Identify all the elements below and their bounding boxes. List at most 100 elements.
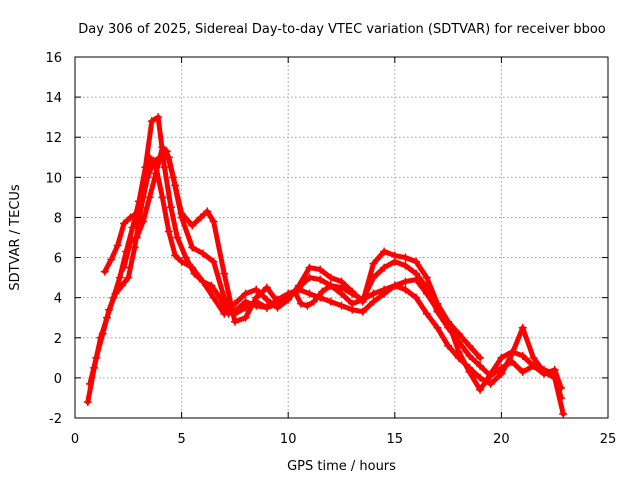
y-tick-label: 2 [54,332,62,347]
data-point [433,305,442,314]
data-point [444,341,453,350]
plot-frame [74,56,609,419]
data-point [152,169,161,178]
series-line-track-4 [121,144,483,361]
plot-area [83,113,568,418]
data-point [518,351,527,360]
data-point [177,257,186,266]
y-tick-label: 6 [54,252,62,267]
y-tick-label: 0 [54,372,62,387]
data-point [164,153,173,162]
data-point [369,289,378,298]
y-tick-label: 12 [45,131,62,146]
data-point [124,273,133,282]
data-point [401,253,410,262]
data-point [196,213,205,222]
data-point [390,251,399,260]
data-point [198,249,207,258]
data-point [220,309,229,318]
data-point [529,361,538,370]
data-point [422,309,431,318]
x-tick-label: 0 [71,432,79,447]
data-point [309,297,318,306]
data-point [273,297,282,306]
data-point [252,285,261,294]
data-point [497,363,506,372]
data-point [380,247,389,256]
data-point [188,263,197,272]
data-point [358,295,367,304]
y-axis-label: SDTVAR / TECUs [8,184,23,291]
data-point [476,373,485,382]
data-point [454,329,463,338]
data-point [132,209,141,218]
data-point [465,351,474,360]
data-point [171,251,180,260]
data-point [113,241,122,250]
data-point [369,259,378,268]
data-point [111,289,120,298]
data-point [518,367,527,376]
data-point [508,357,517,366]
data-point [290,287,299,296]
data-point [412,275,421,284]
data-point [115,273,124,282]
data-point [241,313,250,322]
data-point [465,367,474,376]
data-point [209,293,218,302]
data-point [380,285,389,294]
data-point [158,143,167,152]
data-point [85,379,94,388]
data-point [294,281,303,290]
data-point [83,397,92,406]
data-point [348,289,357,298]
data-point [105,305,114,314]
x-tick-label: 25 [600,432,617,447]
data-point [476,353,485,362]
data-point [117,281,126,290]
data-point [139,217,148,226]
data-point [444,317,453,326]
data-point [230,317,239,326]
data-point [132,233,141,242]
data-point [433,323,442,332]
data-point [262,283,271,292]
x-tick-label: 20 [493,432,510,447]
data-point [557,383,566,392]
data-point [120,219,129,228]
data-point [369,297,378,306]
y-tick-label: 4 [54,292,62,307]
axes: 0 5 10 15 20 25 -2 0 2 4 6 8 10 12 14 16 [45,51,616,447]
data-point [145,193,154,202]
y-tick-label: 8 [54,211,62,226]
data-point [252,293,261,302]
data-point [262,303,271,312]
data-point [390,281,399,290]
data-point [412,293,421,302]
data-point [557,393,566,402]
data-point [305,263,314,272]
data-point [177,209,186,218]
data-point [476,385,485,394]
data-point [209,257,218,266]
data-point [262,295,271,304]
data-point [305,273,314,282]
data-point [486,379,495,388]
data-point [476,361,485,370]
y-tick-label: 14 [45,91,62,106]
data-point [128,223,137,232]
data-point [529,353,538,362]
data-point [241,289,250,298]
data-point [486,369,495,378]
data-point [326,297,335,306]
data-point [171,181,180,190]
x-tick-label: 5 [177,432,185,447]
data-point [126,237,135,246]
data-point [305,289,314,298]
x-axis-label: GPS time / hours [287,459,396,474]
data-point [508,347,517,356]
data-point [412,257,421,266]
data-point [154,113,163,122]
data-point [497,353,506,362]
